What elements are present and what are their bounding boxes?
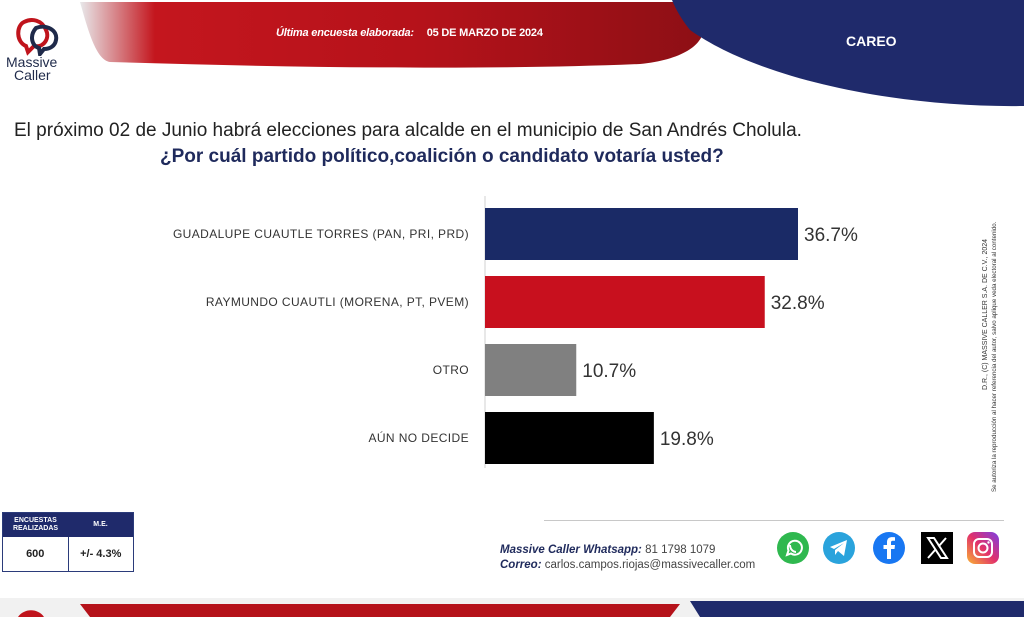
copyright-line2: Se autoriza la reproducción al hacer ref… xyxy=(991,221,998,492)
logo-text-line2: Caller xyxy=(14,67,51,83)
category-label-2: OTRO xyxy=(433,363,469,377)
value-label-2: 10.7% xyxy=(582,361,636,382)
whatsapp-number: 81 1798 1079 xyxy=(645,544,716,556)
question-intro: El próximo 02 de Junio habrá elecciones … xyxy=(14,120,802,141)
bar-0 xyxy=(485,208,798,260)
bar-3 xyxy=(485,412,654,464)
x-icon[interactable] xyxy=(920,531,954,565)
instagram-icon[interactable] xyxy=(966,531,1000,565)
survey-label: Última encuesta elaborada: xyxy=(276,27,414,39)
value-label-3: 19.8% xyxy=(660,429,714,450)
massive-caller-logo: Massive Caller xyxy=(6,14,78,86)
sample-table: ENCUESTAS REALIZADAS M.E. 600 +/- 4.3% xyxy=(2,512,134,572)
email-label: Correo: xyxy=(500,559,542,571)
bottom-banner-strip xyxy=(0,598,1024,617)
header-banner xyxy=(80,0,1024,107)
logo-text-line1: Massive xyxy=(6,54,58,70)
question-main: ¿Por cuál partido político,coalición o c… xyxy=(160,146,724,167)
margin-error-value: +/- 4.3% xyxy=(80,548,122,560)
copyright-line1: D.R., (C) MASSIVE CALLER S.A. DE C.V., 2… xyxy=(982,239,989,390)
surveys-value: 600 xyxy=(3,537,69,571)
facebook-icon[interactable] xyxy=(872,531,906,565)
telegram-icon[interactable] xyxy=(822,531,856,565)
margin-error-header: M.E. xyxy=(93,521,108,528)
bar-1 xyxy=(485,276,765,328)
surveys-header: ENCUESTAS REALIZADAS xyxy=(12,517,59,532)
section-title: CAREO xyxy=(846,33,897,49)
whatsapp-label: Massive Caller Whatsapp: xyxy=(500,544,642,556)
footer-divider xyxy=(544,520,1004,521)
category-label-3: AÚN NO DECIDE xyxy=(368,430,469,445)
category-label-1: RAYMUNDO CUAUTLI (MORENA, PT, PVEM) xyxy=(206,295,469,309)
survey-date: 05 DE MARZO DE 2024 xyxy=(426,27,543,39)
value-label-0: 36.7% xyxy=(804,225,858,246)
vote-intention-chart: GUADALUPE CUAUTLE TORRES (PAN, PRI, PRD)… xyxy=(173,196,858,468)
bar-2 xyxy=(485,344,577,396)
logo-mark-icon xyxy=(16,18,59,56)
whatsapp-icon[interactable] xyxy=(776,531,810,565)
category-label-0: GUADALUPE CUAUTLE TORRES (PAN, PRI, PRD) xyxy=(173,227,469,241)
email-address: carlos.campos.riojas@massivecaller.com xyxy=(544,559,756,571)
value-label-1: 32.8% xyxy=(771,293,825,314)
last-survey-label: Última encuesta elaborada: 05 DE MARZO D… xyxy=(276,27,543,39)
contact-info: Massive Caller Whatsapp: 81 1798 1079 Co… xyxy=(500,543,755,573)
copyright-note: D.R., (C) MASSIVE CALLER S.A. DE C.V., 2… xyxy=(982,221,998,492)
